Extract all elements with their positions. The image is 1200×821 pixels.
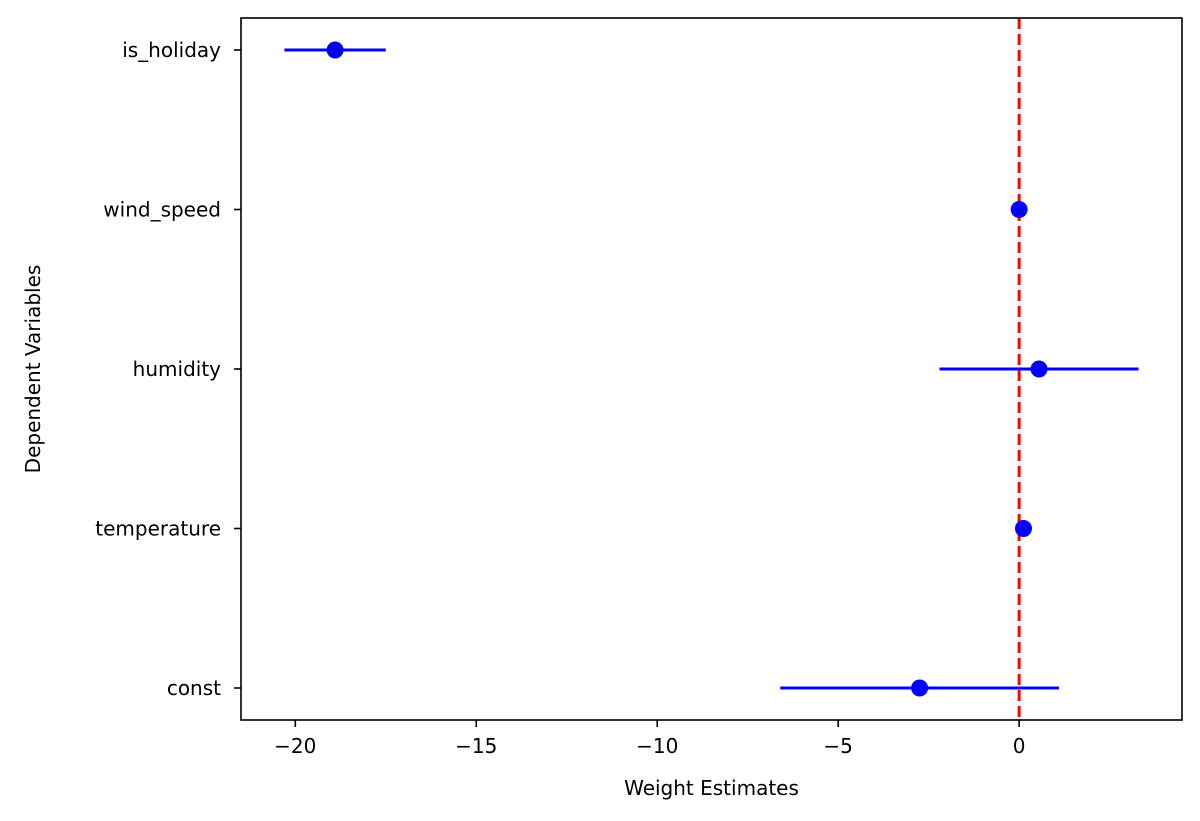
y-axis-title: Dependent Variables bbox=[21, 265, 45, 474]
x-tick-label: −5 bbox=[823, 734, 852, 758]
y-tick-label: temperature bbox=[95, 517, 221, 541]
y-tick-label: humidity bbox=[133, 357, 221, 381]
point-const bbox=[911, 679, 929, 697]
point-wind-speed bbox=[1010, 201, 1028, 218]
y-tick-label: const bbox=[167, 676, 221, 700]
y-tick-label: wind_speed bbox=[103, 198, 221, 222]
x-tick-label: −15 bbox=[455, 734, 497, 758]
point-is-holiday bbox=[326, 41, 344, 59]
x-tick-label: −10 bbox=[636, 734, 678, 758]
x-tick-label: 0 bbox=[1013, 734, 1026, 758]
point-temperature bbox=[1014, 520, 1032, 537]
plot-layer bbox=[284, 18, 1139, 720]
x-tick-label: −20 bbox=[274, 734, 316, 758]
x-axis-title: Weight Estimates bbox=[624, 776, 799, 800]
y-tick-label: is_holiday bbox=[122, 38, 221, 62]
ticks-layer: const temperature humidity wind_speed is_hol… bbox=[95, 38, 1025, 758]
point-humidity bbox=[1030, 360, 1048, 378]
